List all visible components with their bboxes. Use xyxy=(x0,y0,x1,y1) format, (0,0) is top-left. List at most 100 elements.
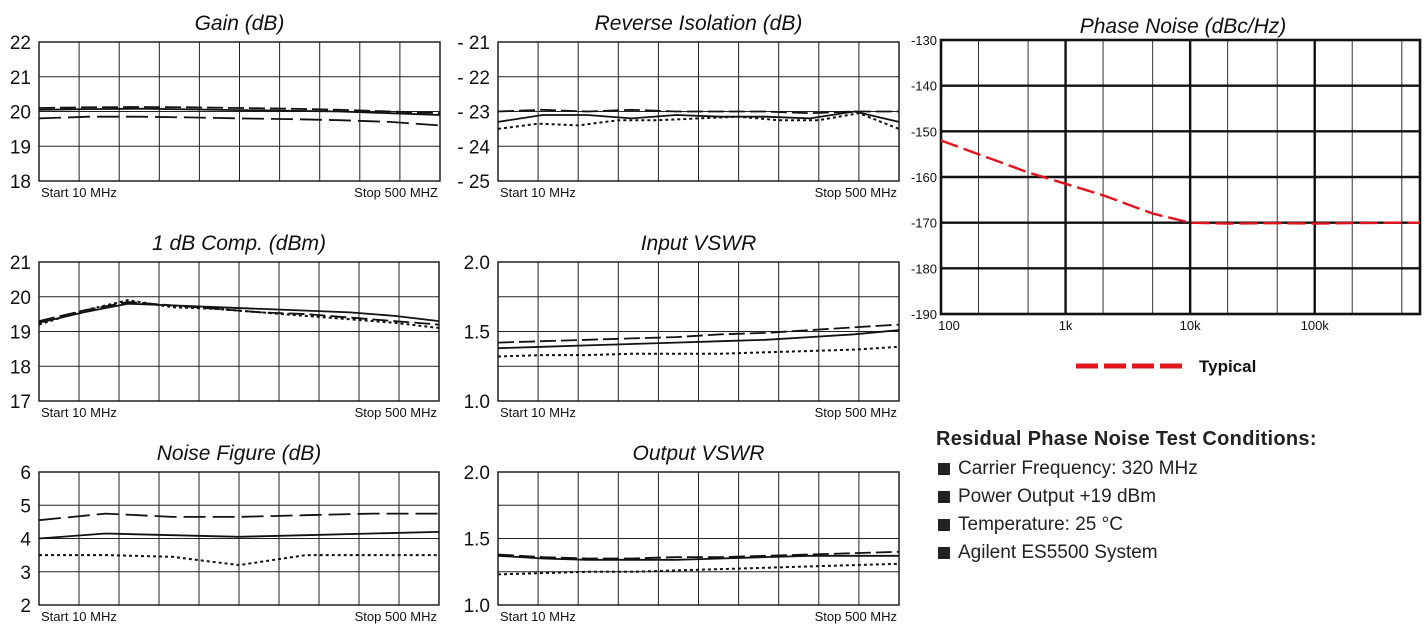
compression-chart: 1 dB Comp. (dBm) 17 18 19 20 21 Start 10 MHz St… xyxy=(10,232,440,420)
y-tick-label: 3 xyxy=(20,563,31,584)
series-line-dotted xyxy=(497,112,900,130)
series-line-solid xyxy=(38,302,440,324)
stop-frequency-label: Stop 500 MHz xyxy=(355,609,437,624)
square-bullet-icon xyxy=(938,463,950,475)
phase-noise-chart: Phase Noise (dBc/Hz) -190 -180 -170 -160 -150… xyxy=(911,15,1422,376)
y-tick-label: -180 xyxy=(911,261,937,276)
y-tick-label: 2 xyxy=(20,596,31,617)
y-tick-label: -140 xyxy=(911,79,937,94)
square-bullet-icon xyxy=(938,519,950,531)
noise-figure-chart: Noise Figure (dB) 2 3 4 5 6 Start 10 MHz Stop 5… xyxy=(20,442,440,624)
stop-frequency-label: Stop 500 MHz xyxy=(355,405,437,420)
input-vswr-chart: Input VSWR 1.0 1.5 2.0 Start 10 MHz Stop 500 … xyxy=(464,232,900,420)
y-tick-label: 4 xyxy=(20,530,31,551)
series-line-dotted xyxy=(38,299,440,329)
series-line-typical xyxy=(940,139,1420,225)
condition-label: Temperature: 25 °C xyxy=(958,514,1123,535)
series-line-longdash xyxy=(38,512,439,522)
condition-item: Temperature: 25 °C xyxy=(936,511,1317,539)
gain-chart: Gain (dB) 18 19 20 21 22 Start 10 MHz Stop 500 … xyxy=(10,12,441,200)
condition-label: Carrier Frequency: 320 MHz xyxy=(958,458,1198,479)
y-tick-label: 1.0 xyxy=(464,596,490,617)
condition-item: Agilent ES5500 System xyxy=(936,539,1317,567)
x-tick-label: 1k xyxy=(1059,318,1073,333)
y-tick-label: 17 xyxy=(10,392,31,413)
condition-item: Power Output +19 dBm xyxy=(936,483,1317,511)
legend-label: Typical xyxy=(1199,357,1256,376)
reverse-isolation-chart: Reverse Isolation (dB) - 25 - 24 - 23 - 22 - … xyxy=(457,12,900,200)
square-bullet-icon xyxy=(938,547,950,559)
plot-frame xyxy=(38,261,440,402)
y-tick-label: 21 xyxy=(10,253,31,274)
y-tick-label: 19 xyxy=(10,137,31,158)
y-tick-label: 2.0 xyxy=(464,253,490,274)
chart-title: Reverse Isolation (dB) xyxy=(595,12,803,35)
series-line-solid xyxy=(497,110,900,123)
y-tick-label: - 22 xyxy=(457,68,490,89)
y-tick-label: 20 xyxy=(10,288,31,309)
chart-title: Output VSWR xyxy=(633,442,765,465)
stop-frequency-label: Stop 500 MHZ xyxy=(354,185,438,200)
y-tick-label: 1.5 xyxy=(464,323,490,344)
plot-frame xyxy=(38,41,441,182)
start-frequency-label: Start 10 MHz xyxy=(41,405,117,420)
series-line-dotted xyxy=(39,554,439,567)
y-tick-label: 2.0 xyxy=(464,463,490,484)
series-line-dashed xyxy=(497,323,900,344)
plot-frame xyxy=(497,261,900,402)
y-tick-label: -130 xyxy=(911,33,937,48)
y-tick-label: 5 xyxy=(20,496,31,517)
chart-title: Gain (dB) xyxy=(195,12,285,35)
y-tick-label: 20 xyxy=(10,103,31,124)
series-line-solid xyxy=(497,554,899,561)
start-frequency-label: Start 10 MHz xyxy=(41,609,117,624)
test-conditions-header: Residual Phase Noise Test Conditions: xyxy=(936,428,1317,450)
condition-item: Carrier Frequency: 320 MHz xyxy=(936,455,1317,483)
x-tick-label: 100 xyxy=(938,318,960,333)
stop-frequency-label: Stop 500 MHz xyxy=(815,405,897,420)
series-line-dotted xyxy=(497,345,900,358)
series-line-solid xyxy=(38,107,441,116)
series-line-dashed xyxy=(497,550,900,560)
start-frequency-label: Start 10 MHz xyxy=(41,185,117,200)
x-tick-label: 100k xyxy=(1301,318,1330,333)
condition-label: Agilent ES5500 System xyxy=(958,542,1158,563)
y-tick-label: 18 xyxy=(10,172,31,193)
y-tick-label: 22 xyxy=(10,33,31,54)
y-tick-label: - 25 xyxy=(457,172,490,193)
chart-title: Phase Noise (dBc/Hz) xyxy=(1080,15,1287,38)
y-tick-label: 1.0 xyxy=(464,392,490,413)
series-line-longdash xyxy=(38,115,441,127)
square-bullet-icon xyxy=(938,491,950,503)
y-tick-label: - 24 xyxy=(457,137,490,158)
y-tick-label: -190 xyxy=(911,307,937,322)
y-tick-label: -160 xyxy=(911,170,937,185)
y-tick-label: - 23 xyxy=(457,103,490,124)
y-tick-label: -170 xyxy=(911,216,937,231)
series-line-dotted xyxy=(497,562,900,576)
stop-frequency-label: Stop 500 MHz xyxy=(815,185,897,200)
start-frequency-label: Start 10 MHz xyxy=(500,185,576,200)
series-line-dashed xyxy=(38,106,441,115)
y-tick-label: 19 xyxy=(10,323,31,344)
y-tick-label: - 21 xyxy=(457,33,490,54)
condition-label: Power Output +19 dBm xyxy=(958,486,1157,507)
y-tick-label: -150 xyxy=(911,124,937,139)
plot-frame xyxy=(497,471,900,606)
y-tick-label: 6 xyxy=(20,463,31,484)
start-frequency-label: Start 10 MHz xyxy=(500,609,576,624)
output-vswr-chart: Output VSWR 1.0 1.5 2.0 Start 10 MHz Stop 500… xyxy=(464,442,900,624)
x-tick-label: 10k xyxy=(1180,318,1201,333)
start-frequency-label: Start 10 MHz xyxy=(500,405,576,420)
chart-title: 1 dB Comp. (dBm) xyxy=(152,232,326,255)
plot-frame xyxy=(939,38,1422,316)
test-conditions: Residual Phase Noise Test Conditions: Ca… xyxy=(936,428,1317,567)
series-line-dashed xyxy=(497,108,899,115)
y-tick-label: 1.5 xyxy=(464,530,490,551)
chart-title: Noise Figure (dB) xyxy=(157,442,322,465)
stop-frequency-label: Stop 500 MHz xyxy=(815,609,897,624)
y-tick-label: 18 xyxy=(10,357,31,378)
series-line-solid xyxy=(497,329,900,350)
chart-title: Input VSWR xyxy=(641,232,757,255)
